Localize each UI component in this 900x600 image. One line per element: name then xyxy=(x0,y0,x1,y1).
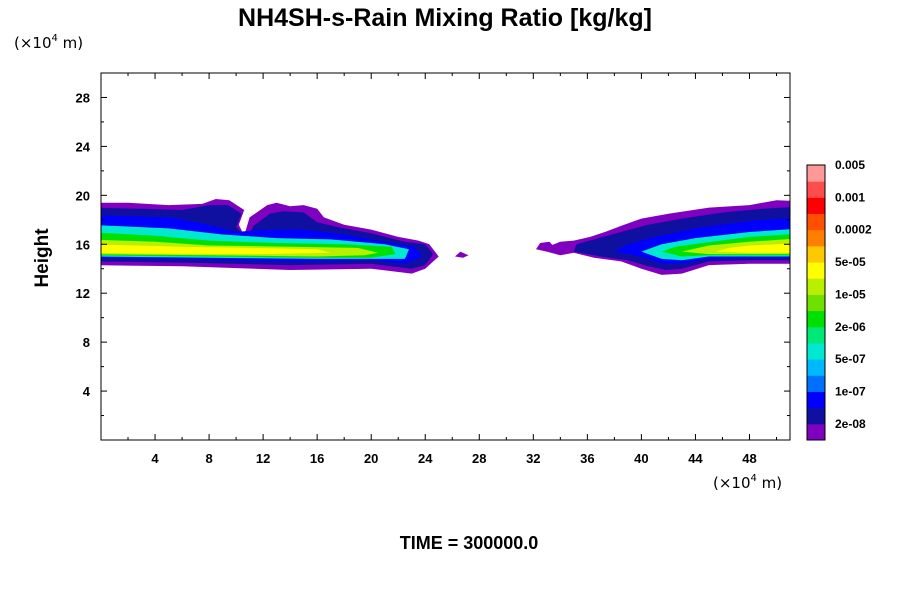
x-tick-label: 16 xyxy=(310,451,324,466)
y-tick-label: 12 xyxy=(76,286,90,301)
y-axis: 4 8 12 16 20 24 28 xyxy=(76,90,790,417)
colorbar-label: 0.0002 xyxy=(835,223,872,237)
colorbar-swatch xyxy=(807,245,825,263)
y-unit-suffix: m) xyxy=(58,34,83,52)
y-unit-exponent: 4 xyxy=(52,33,58,44)
y-tick-label: 16 xyxy=(76,237,90,252)
colorbar-swatch xyxy=(807,213,825,231)
x-unit-exponent: 4 xyxy=(751,473,757,484)
colorbar-swatch xyxy=(807,197,825,215)
x-tick-label: 12 xyxy=(256,451,270,466)
y-axis-unit: (×104 m) xyxy=(14,33,83,52)
colorbar-swatch xyxy=(807,342,825,360)
chart-title: NH4SH-s-Rain Mixing Ratio [kg/kg] xyxy=(238,4,652,32)
colorbar-frame xyxy=(806,164,826,441)
colorbar-label: 5e-05 xyxy=(835,255,866,269)
band-0.0002-left xyxy=(101,244,331,255)
blob-right xyxy=(536,241,555,252)
x-unit-suffix: m) xyxy=(757,474,782,492)
colorbar-label: 5e-07 xyxy=(835,352,866,366)
x-tick-label: 32 xyxy=(526,451,540,466)
colorbar-swatch xyxy=(807,407,825,425)
colorbar-swatch xyxy=(807,391,825,409)
y-tick-label: 24 xyxy=(76,139,91,154)
x-tick-label: 24 xyxy=(418,451,433,466)
colorbar-label: 2e-06 xyxy=(835,320,866,334)
x-tick-label: 20 xyxy=(364,451,378,466)
colorbar-swatch xyxy=(807,294,825,312)
colorbar-swatch xyxy=(807,310,825,328)
plot-area xyxy=(101,199,790,275)
y-tick-label: 20 xyxy=(76,188,90,203)
colorbar-swatch xyxy=(807,229,825,247)
colorbar-label: 2e-08 xyxy=(835,417,866,431)
colorbar-label: 0.001 xyxy=(835,190,865,204)
colorbar-swatch xyxy=(807,326,825,344)
colorbar-swatch xyxy=(807,262,825,279)
blob-left xyxy=(455,251,469,258)
x-tick-label: 4 xyxy=(151,451,159,466)
colorbar-swatch xyxy=(807,375,825,392)
y-axis-label: Height xyxy=(32,228,53,288)
x-tick-label: 44 xyxy=(688,451,703,466)
y-tick-label: 28 xyxy=(76,90,90,105)
x-tick-label: 48 xyxy=(742,451,756,466)
x-unit-prefix: (×10 xyxy=(713,474,751,492)
x-tick-label: 28 xyxy=(472,451,486,466)
band-0.0002-right xyxy=(715,243,790,253)
colorbar-label: 0.005 xyxy=(835,158,865,172)
colorbar-swatch xyxy=(807,165,825,182)
time-label: TIME = 300000.0 xyxy=(400,533,539,553)
x-tick-label: 8 xyxy=(205,451,212,466)
colorbar-label: 1e-07 xyxy=(835,384,866,398)
x-tick-label: 36 xyxy=(580,451,594,466)
colorbar-swatch xyxy=(807,359,825,376)
plot-frame xyxy=(100,72,791,441)
x-axis: 4 8 12 16 20 24 28 32 36 40 44 48 xyxy=(127,73,777,466)
contour-layer xyxy=(101,199,790,275)
y-tick-label: 8 xyxy=(83,335,90,350)
x-axis-unit: (×104 m) xyxy=(713,473,782,492)
x-tick-label: 40 xyxy=(634,451,648,466)
y-tick-label: 4 xyxy=(83,384,91,399)
colorbar: 2e-08 1e-07 5e-07 2e-06 1e-05 5e-05 0.0002 0.00… xyxy=(806,158,872,441)
colorbar-label: 1e-05 xyxy=(835,287,866,301)
y-unit-prefix: (×10 xyxy=(14,34,52,52)
colorbar-swatch xyxy=(807,278,825,295)
colorbar-swatch xyxy=(807,181,825,198)
colorbar-swatch xyxy=(807,423,825,441)
